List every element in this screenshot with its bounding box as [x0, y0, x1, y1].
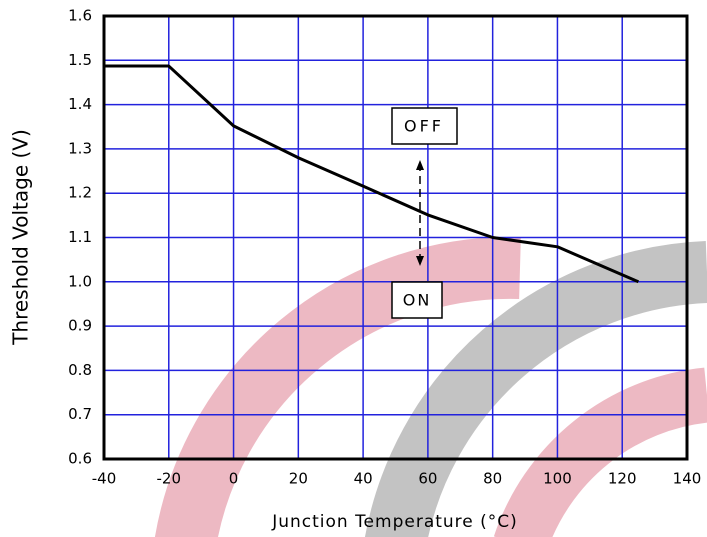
- grid: [103, 15, 688, 460]
- y-axis-label: Threshold Voltage (V): [9, 129, 33, 346]
- y-tick-label: 1.2: [68, 184, 92, 202]
- x-tick-label: 100: [543, 470, 572, 488]
- y-tick-label: 0.9: [68, 317, 92, 335]
- x-tick-label: 140: [673, 470, 702, 488]
- y-tick-label: 0.7: [68, 405, 92, 423]
- x-tick-label: 20: [289, 470, 308, 488]
- y-tick-label: 1.1: [68, 228, 92, 246]
- x-tick-label: 80: [483, 470, 502, 488]
- watermark-arc: [493, 367, 707, 537]
- x-tick-label: -40: [92, 470, 117, 488]
- annotation-box: [391, 107, 458, 145]
- y-tick-label: 1.0: [68, 272, 92, 290]
- annotation: OFF: [404, 117, 444, 136]
- y-tick-label: 1.3: [68, 139, 92, 157]
- arrow-head: [416, 160, 424, 170]
- watermark-arc: [154, 236, 521, 537]
- y-tick-label: 1.4: [68, 95, 92, 113]
- annotation: ON: [403, 291, 432, 310]
- y-tick-label: 1.5: [68, 51, 92, 69]
- data-line: [104, 64, 640, 284]
- marks: [104, 64, 640, 284]
- y-tick-label: 1.6: [68, 7, 92, 25]
- annotation-box: [391, 281, 443, 319]
- x-tick-label: 0: [229, 470, 239, 488]
- y-tick-label: 0.6: [68, 450, 92, 468]
- arrow-head: [416, 256, 424, 266]
- x-tick-label: 60: [418, 470, 437, 488]
- plot-frame: [102, 14, 689, 461]
- x-axis-label: Junction Temperature (°C): [271, 512, 518, 532]
- watermark-arc: [364, 241, 707, 537]
- x-tick-label: 40: [354, 470, 373, 488]
- y-tick-label: 0.8: [68, 361, 92, 379]
- x-tick-label: 120: [608, 470, 637, 488]
- x-tick-label: -20: [157, 470, 182, 488]
